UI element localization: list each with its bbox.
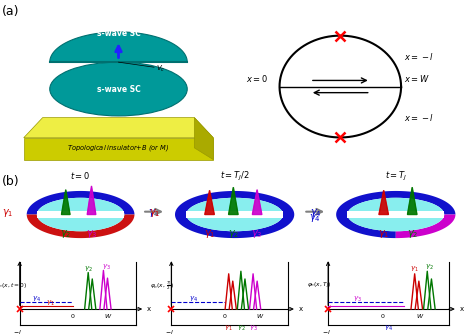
Text: $\gamma_1$: $\gamma_1$ — [204, 227, 215, 240]
Text: $\gamma_1$: $\gamma_1$ — [46, 299, 55, 308]
Text: $\varphi_n(x,\,\frac{T_J}{2})$: $\varphi_n(x,\,\frac{T_J}{2})$ — [151, 279, 175, 292]
Text: s-wave SC: s-wave SC — [97, 29, 140, 38]
Text: $\gamma_3$: $\gamma_3$ — [101, 262, 110, 271]
Text: $\gamma_3$: $\gamma_3$ — [249, 324, 257, 333]
Text: $0$: $0$ — [222, 312, 228, 321]
Polygon shape — [62, 190, 70, 214]
Text: x: x — [299, 306, 303, 312]
Text: $t=0$: $t=0$ — [71, 170, 91, 180]
Text: $\gamma_4$: $\gamma_4$ — [148, 207, 159, 219]
Text: $\varphi_n(x,T_J)$: $\varphi_n(x,T_J)$ — [307, 280, 331, 291]
Text: $W$: $W$ — [416, 312, 424, 321]
Text: $t=T_J$: $t=T_J$ — [385, 170, 407, 183]
Polygon shape — [27, 191, 135, 214]
Text: $\gamma_3$: $\gamma_3$ — [353, 295, 361, 304]
Polygon shape — [194, 118, 213, 160]
Text: $x=-l$: $x=-l$ — [404, 50, 434, 61]
Text: s-wave SC: s-wave SC — [97, 85, 140, 93]
Text: $-l$: $-l$ — [321, 328, 330, 336]
Bar — [347, 211, 444, 218]
Text: $\gamma_2$: $\gamma_2$ — [60, 227, 72, 240]
Polygon shape — [24, 138, 213, 160]
Polygon shape — [252, 190, 262, 214]
Text: $\gamma_4$: $\gamma_4$ — [310, 207, 321, 219]
Text: $\gamma_2$: $\gamma_2$ — [237, 324, 245, 333]
Polygon shape — [336, 191, 456, 238]
Ellipse shape — [186, 198, 283, 231]
Text: $\gamma_1$: $\gamma_1$ — [410, 265, 419, 274]
Polygon shape — [228, 187, 238, 214]
Text: $W$: $W$ — [104, 312, 113, 321]
Polygon shape — [87, 186, 96, 214]
Text: $W$: $W$ — [256, 312, 264, 321]
Bar — [37, 211, 124, 218]
Text: (a): (a) — [2, 5, 20, 18]
Text: x: x — [460, 306, 464, 312]
Text: $\gamma_4$: $\gamma_4$ — [384, 324, 393, 333]
Text: $\gamma_4$: $\gamma_4$ — [32, 295, 41, 304]
Ellipse shape — [347, 198, 444, 231]
Text: $V_c$: $V_c$ — [156, 64, 166, 74]
Polygon shape — [27, 214, 135, 238]
Ellipse shape — [37, 198, 124, 231]
Ellipse shape — [50, 62, 187, 116]
Polygon shape — [408, 187, 417, 214]
Text: $0$: $0$ — [70, 312, 76, 321]
Text: Topological insulator+$B$ (or $M$): Topological insulator+$B$ (or $M$) — [67, 142, 170, 153]
Text: x: x — [147, 306, 151, 312]
Text: $0$: $0$ — [381, 312, 386, 321]
Polygon shape — [24, 118, 213, 138]
Text: $\gamma_1$: $\gamma_1$ — [378, 227, 389, 240]
Text: $t=T_J/2$: $t=T_J/2$ — [220, 170, 249, 183]
Bar — [186, 211, 283, 218]
Text: $\gamma_2$: $\gamma_2$ — [425, 263, 434, 272]
Text: $\gamma_1$: $\gamma_1$ — [2, 207, 13, 219]
Text: $\gamma_2$: $\gamma_2$ — [407, 227, 418, 240]
Polygon shape — [205, 190, 214, 214]
Text: $x=W$: $x=W$ — [404, 73, 430, 84]
Text: $x=-l$: $x=-l$ — [404, 112, 434, 123]
Text: (b): (b) — [2, 175, 20, 188]
Text: $\gamma_3$: $\gamma_3$ — [86, 227, 97, 240]
Text: $\gamma_2$: $\gamma_2$ — [228, 227, 239, 240]
Text: $\gamma_4$: $\gamma_4$ — [189, 295, 198, 304]
Text: $\varphi_n(x,t{=}0)$: $\varphi_n(x,t{=}0)$ — [0, 281, 27, 290]
Text: $\gamma_1$: $\gamma_1$ — [149, 207, 160, 219]
Polygon shape — [175, 191, 294, 238]
Polygon shape — [379, 190, 389, 214]
Polygon shape — [50, 32, 187, 62]
Text: $x=0$: $x=0$ — [246, 73, 268, 84]
Text: $\gamma_1$: $\gamma_1$ — [224, 324, 233, 333]
Text: $\gamma_4$: $\gamma_4$ — [309, 212, 321, 224]
Text: $-l$: $-l$ — [165, 328, 174, 336]
Text: $\gamma_2$: $\gamma_2$ — [84, 264, 92, 274]
Text: $\gamma_3$: $\gamma_3$ — [251, 227, 263, 240]
Text: $-l$: $-l$ — [13, 328, 22, 336]
Polygon shape — [396, 214, 456, 238]
